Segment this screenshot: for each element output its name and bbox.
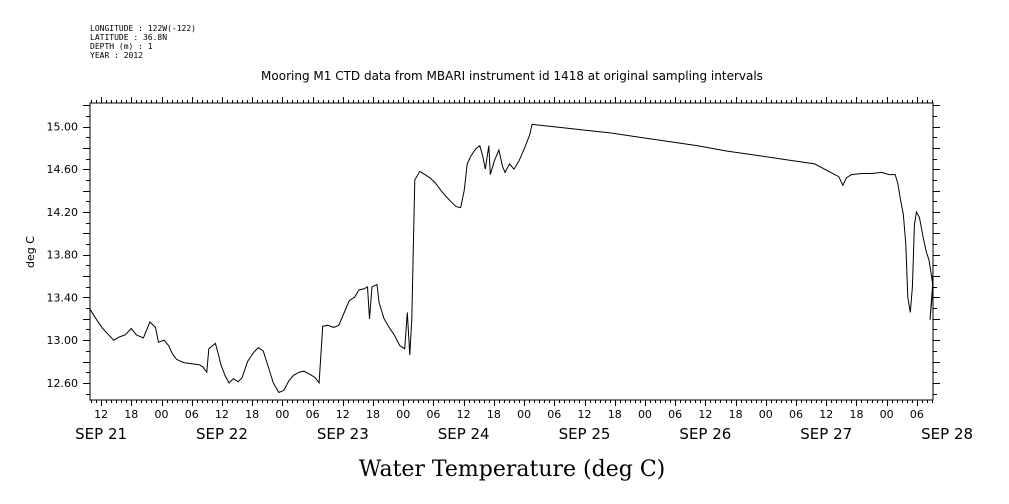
y-tick-label: 13.40 [47,291,79,304]
hour-label: 18 [849,408,863,421]
day-label: SEP 28 [921,425,973,443]
hour-labels: 12 18 00 06 12 18 00 06 12 18 00 06 12 18 00 06 12 18 00 06… [94,408,924,421]
y-tick-labels: 15.00 14.60 14.20 13.80 13.40 13.00 12.60 [47,121,79,390]
hour-label: 18 [729,408,743,421]
day-labels: SEP 21 SEP 22 SEP 23 SEP 24 SEP 25 SEP 26 SEP … [75,425,973,443]
y-tick-label: 13.00 [47,334,79,347]
day-label: SEP 23 [317,425,369,443]
hour-label: 12 [94,408,108,421]
hour-label: 18 [487,408,501,421]
x-axis-label: Water Temperature (deg C) [359,457,666,482]
hour-label: 18 [124,408,138,421]
day-label: SEP 24 [438,425,490,443]
hour-label: 12 [336,408,350,421]
meta-year: YEAR : 2012 [90,51,143,60]
y-axis-label: deg C [24,236,37,268]
day-label: SEP 27 [800,425,852,443]
hour-label: 00 [155,408,169,421]
hour-label: 00 [517,408,531,421]
hour-label: 12 [215,408,229,421]
axis-ticks [83,97,940,406]
hour-label: 06 [306,408,320,421]
hour-label: 18 [608,408,622,421]
y-tick-label: 14.60 [47,163,79,176]
hour-label: 18 [245,408,259,421]
hour-label: 06 [668,408,682,421]
hour-label: 00 [880,408,894,421]
hour-label: 18 [366,408,380,421]
hour-label: 06 [789,408,803,421]
day-label: SEP 21 [75,425,127,443]
hour-label: 06 [547,408,561,421]
hour-label: 06 [426,408,440,421]
meta-latitude: LATITUDE : 36.8N [90,33,167,42]
hour-label: 00 [638,408,652,421]
day-label: SEP 25 [559,425,611,443]
hour-label: 12 [819,408,833,421]
day-label: SEP 26 [679,425,731,443]
y-tick-label: 15.00 [47,121,79,134]
meta-longitude: LONGITUDE : 122W(-122) [90,24,196,33]
hour-label: 00 [759,408,773,421]
hour-label: 00 [396,408,410,421]
meta-depth: DEPTH (m) : 1 [90,42,153,51]
hour-label: 06 [185,408,199,421]
y-tick-label: 13.80 [47,249,79,262]
hour-label: 12 [457,408,471,421]
hour-label: 00 [275,408,289,421]
chart-title: Mooring M1 CTD data from MBARI instrumen… [261,69,763,83]
day-label: SEP 22 [196,425,248,443]
y-tick-label: 12.60 [47,377,79,390]
series-line [89,123,934,394]
hour-label: 06 [910,408,924,421]
hour-label: 12 [578,408,592,421]
hour-label: 12 [698,408,712,421]
metadata-block: LONGITUDE : 122W(-122) LATITUDE : 36.8N … [90,24,196,60]
plot-frame [89,102,934,401]
y-tick-label: 14.20 [47,206,79,219]
